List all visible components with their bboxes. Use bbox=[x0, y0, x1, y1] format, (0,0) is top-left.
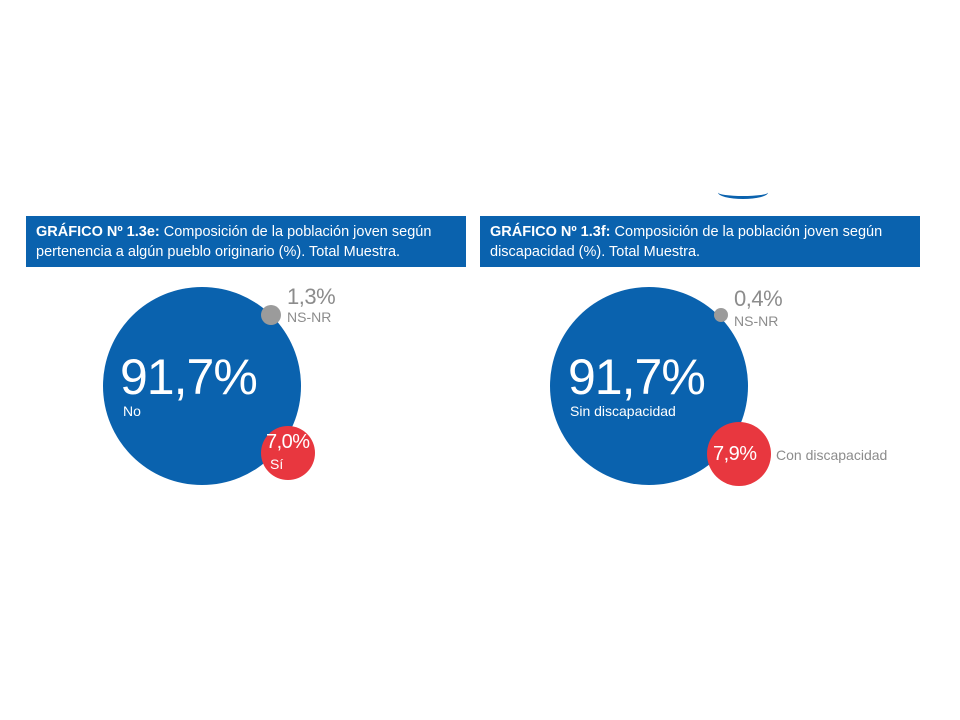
secondary-value-label: 7,9% bbox=[713, 443, 757, 465]
bubble-secondary bbox=[707, 422, 771, 486]
minor-category-label: NS-NR bbox=[287, 309, 332, 325]
chart-panel-pueblo-originario: GRÁFICO Nº 1.3e: Composición de la pobla… bbox=[26, 216, 466, 516]
decorative-arc bbox=[718, 186, 768, 199]
secondary-category-label: Sí bbox=[270, 456, 284, 472]
bubble-main bbox=[103, 287, 301, 485]
chart-title-line2: pertenencia a algún pueblo originario (%… bbox=[36, 244, 401, 260]
bubble-chart-svg bbox=[103, 287, 315, 485]
bubble-chart-svg bbox=[550, 287, 771, 486]
chart-title-line2: discapacidad (%). Total Muestra. bbox=[490, 244, 701, 260]
bubble-chart: 91,7% No 7,0% Sí 1,3% NS-NR bbox=[26, 267, 466, 516]
bubble-main bbox=[550, 287, 748, 485]
chart-panel-discapacidad: GRÁFICO Nº 1.3f: Composición de la pobla… bbox=[480, 216, 920, 516]
chart-title-label: GRÁFICO Nº 1.3f: bbox=[490, 224, 611, 240]
chart-title-line1: Composición de la población joven según bbox=[614, 224, 883, 240]
bubble-minor bbox=[714, 308, 728, 322]
secondary-category-label: Con discapacidad bbox=[776, 447, 888, 463]
bubble-secondary bbox=[261, 426, 315, 480]
chart-title-label: GRÁFICO Nº 1.3e: bbox=[36, 224, 160, 240]
minor-category-label: NS-NR bbox=[734, 313, 779, 329]
minor-value-label: 0,4% bbox=[734, 286, 783, 311]
bubble-chart: 91,7% Sin discapacidad 7,9% Con discapac… bbox=[480, 267, 920, 516]
main-value-label: 91,7% bbox=[120, 349, 258, 405]
minor-value-label: 1,3% bbox=[287, 284, 336, 309]
bubble-minor bbox=[261, 305, 281, 325]
chart-header: GRÁFICO Nº 1.3e: Composición de la pobla… bbox=[26, 216, 466, 267]
secondary-value-label: 7,0% bbox=[266, 431, 310, 453]
chart-header: GRÁFICO Nº 1.3f: Composición de la pobla… bbox=[480, 216, 920, 267]
chart-title-line1: Composición de la población joven según bbox=[163, 224, 432, 240]
main-category-label: Sin discapacidad bbox=[570, 403, 676, 419]
main-category-label: No bbox=[123, 403, 141, 419]
main-value-label: 91,7% bbox=[568, 349, 706, 405]
